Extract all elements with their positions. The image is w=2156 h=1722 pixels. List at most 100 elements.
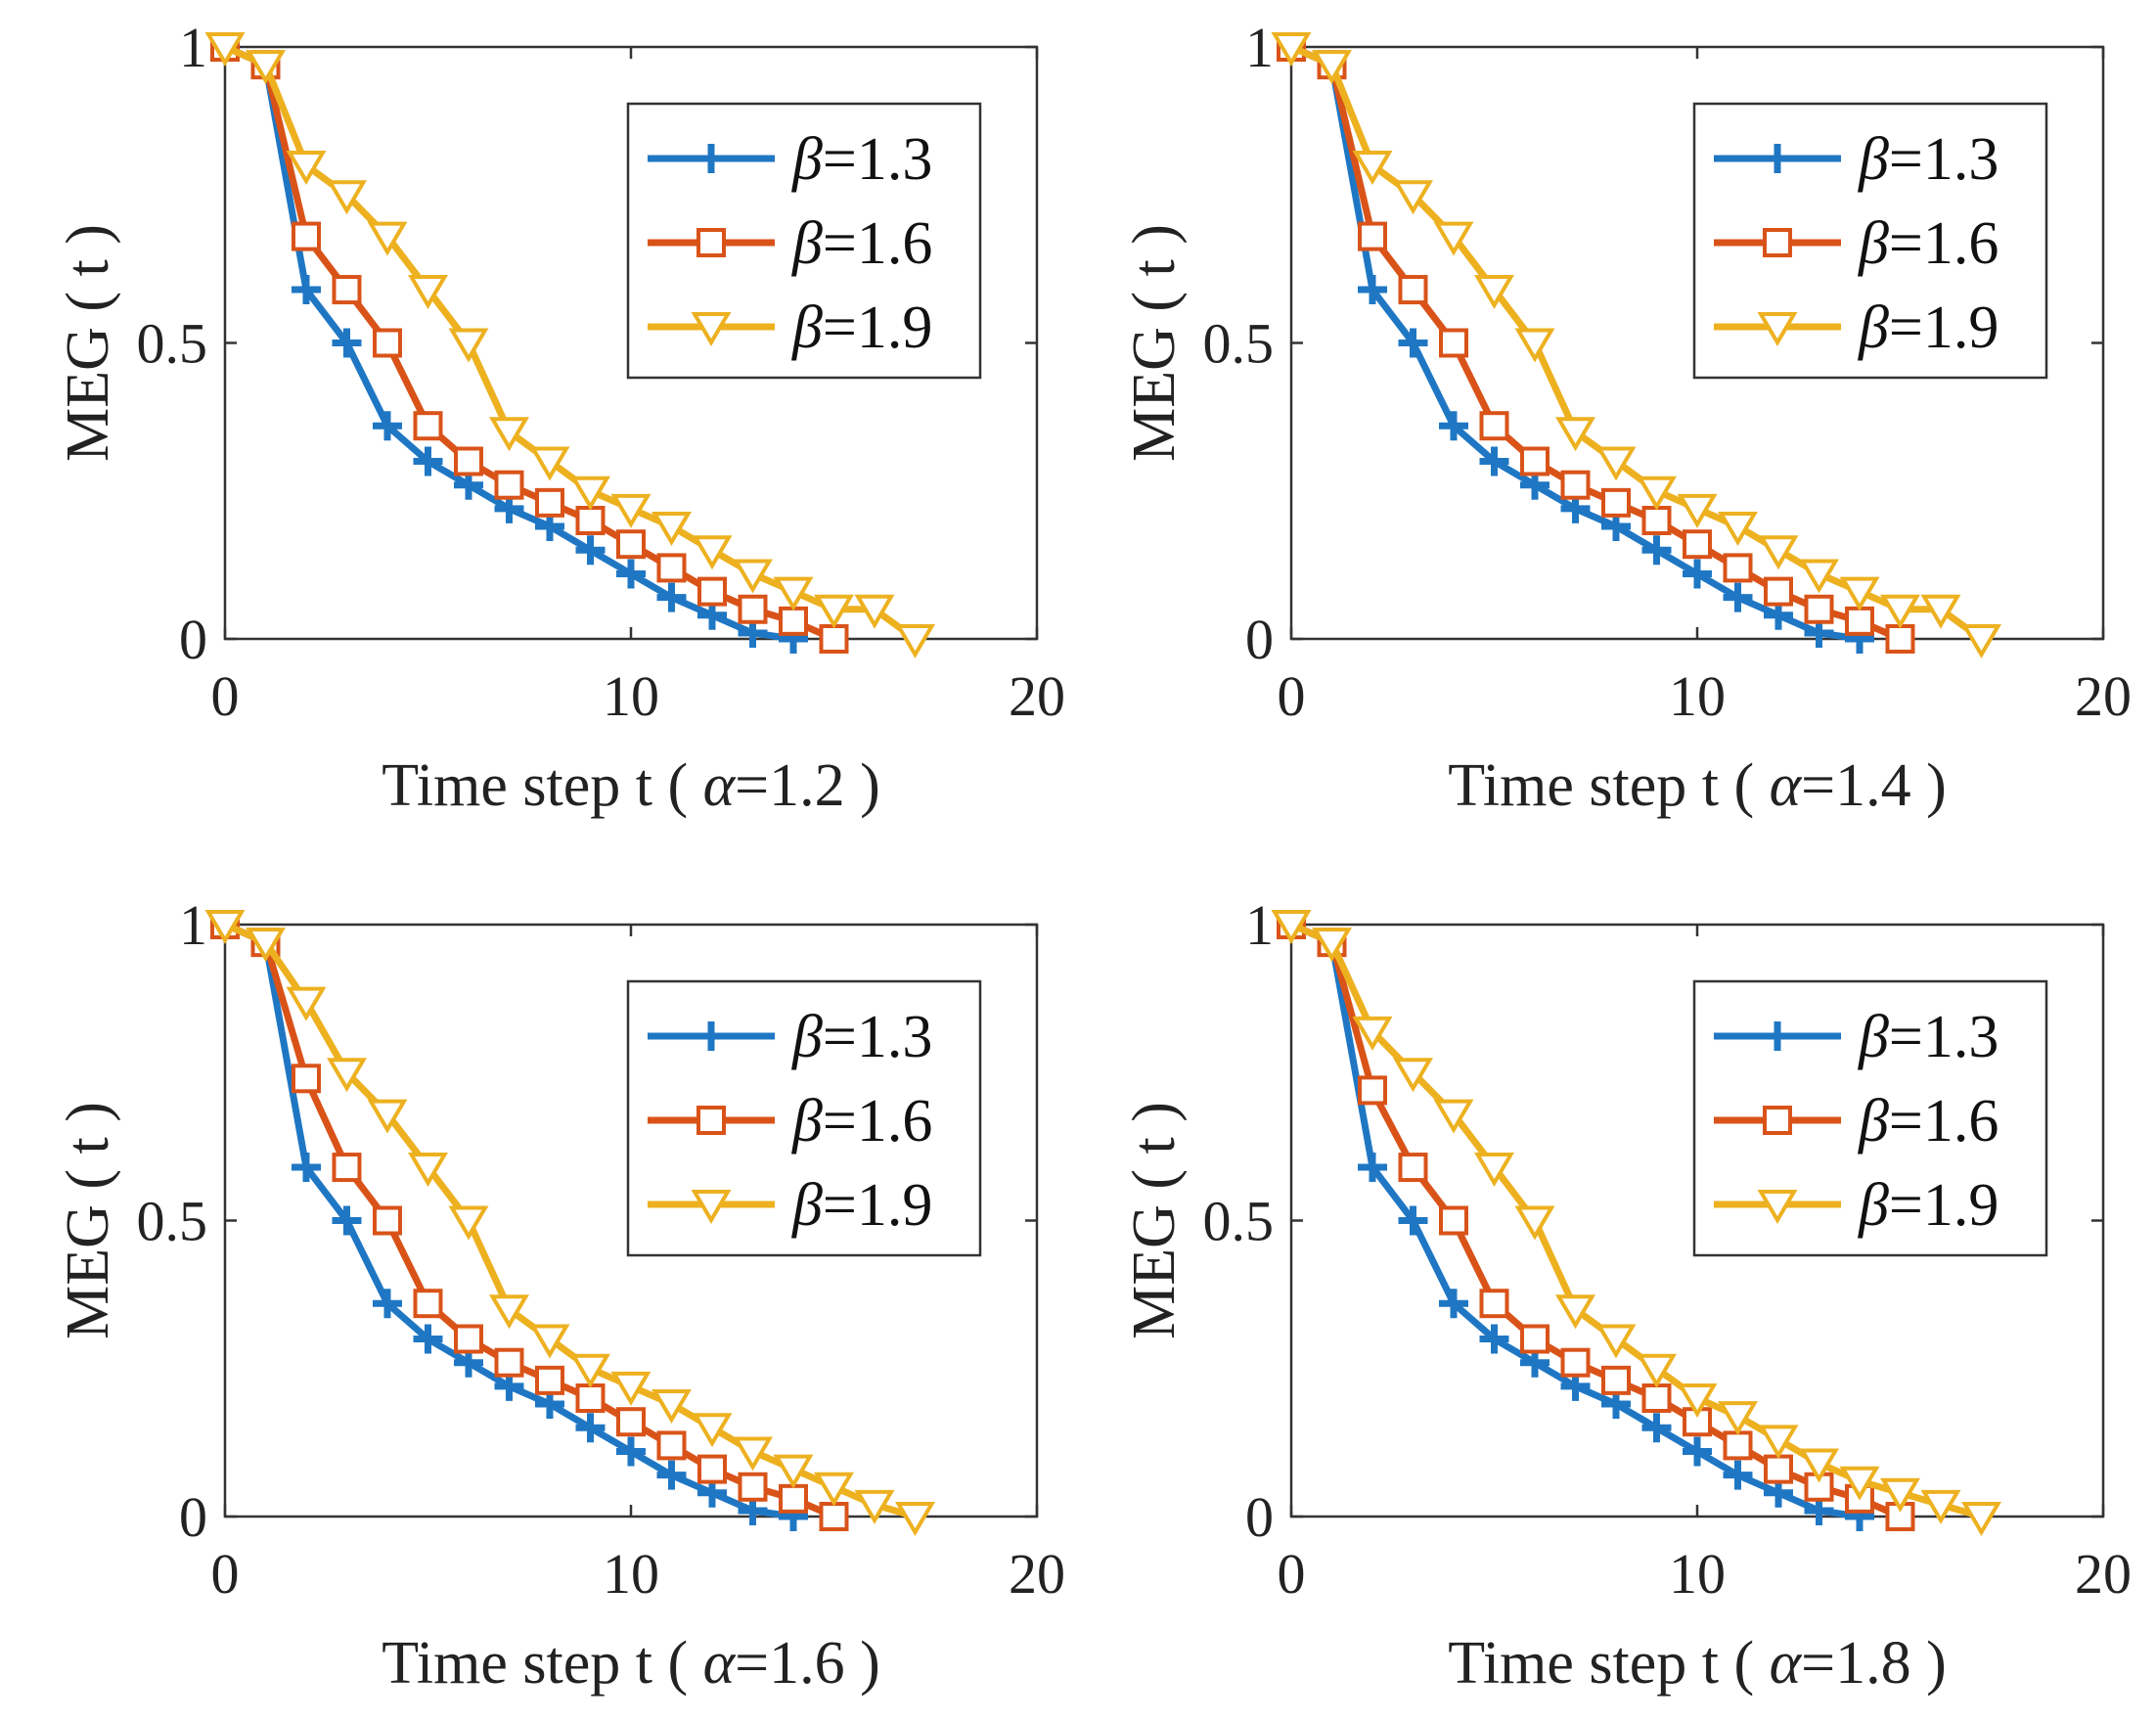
x-axis-title-prefix: Time step t ( (1448, 752, 1769, 819)
data-point-series-1 (656, 582, 687, 612)
y-tick-label: 1 (179, 16, 207, 79)
data-point-series-3 (1271, 32, 1312, 67)
data-point-series-3 (327, 1058, 367, 1093)
legend: β=1.3β=1.6β=1.9 (1692, 979, 2048, 1257)
data-point-series-3 (1677, 1383, 1718, 1418)
chart-panel-2: 0 10 20 0 0.5 1 Time step t ( α=1.4 ) MEG ( t )… (1121, 16, 2132, 819)
series-3 (1271, 32, 2001, 658)
data-point-series-2 (1641, 506, 1672, 535)
data-point-series-2 (1764, 576, 1793, 607)
x-tick-label: 0 (1278, 664, 1306, 728)
data-point-series-3 (1312, 928, 1352, 963)
x-tick-label: 20 (2075, 664, 2132, 728)
data-point-series-3 (692, 535, 733, 570)
beta-symbol: β (791, 1088, 823, 1155)
data-point-series-2 (738, 1472, 768, 1502)
y-tick-label: 1 (179, 893, 207, 957)
data-point-series-2 (1479, 1289, 1509, 1319)
data-point-series-2 (1641, 1383, 1672, 1413)
beta-symbol: β (1858, 1004, 1889, 1070)
y-tick-label: 1 (1245, 893, 1274, 957)
data-point-series-2 (292, 221, 321, 251)
alpha-value: =1.2 (735, 752, 844, 819)
series-line-2 (1289, 921, 1902, 1520)
legend-marker (1757, 312, 1798, 346)
data-point-series-2 (697, 576, 727, 607)
data-point-series-2 (1398, 1153, 1428, 1183)
data-point-series-3 (1718, 1401, 1758, 1436)
legend-marker (696, 1106, 726, 1135)
x-axis-title-prefix: Time step t ( (382, 752, 702, 819)
data-point-series-3 (367, 1099, 408, 1134)
x-tick-label: 20 (1009, 1542, 1065, 1606)
beta-symbol: β (791, 295, 823, 361)
data-point-series-3 (1474, 275, 1514, 310)
data-point-series-3 (1637, 1353, 1677, 1388)
data-point-series-3 (1920, 594, 1961, 629)
chart-panel-4: 0 10 20 0 0.5 1 Time step t ( α=1.8 ) MEG ( t )… (1121, 893, 2132, 1697)
data-point-series-2 (1804, 594, 1834, 624)
legend-marker (696, 144, 726, 173)
data-point-series-3 (1961, 1502, 2001, 1536)
data-point-series-1 (1479, 1324, 1509, 1354)
data-point-series-3 (733, 559, 773, 594)
beta-symbol: β (791, 1004, 823, 1070)
data-point-series-3 (286, 986, 327, 1021)
data-point-series-1 (1358, 275, 1387, 305)
legend-label-1: β=1.3 (1858, 1004, 1999, 1070)
series-line-2 (1289, 43, 1902, 643)
data-point-series-3 (204, 32, 246, 67)
data-point-series-3 (1595, 446, 1637, 481)
alpha-value: =1.8 (1801, 1630, 1910, 1697)
beta-value: =1.6 (823, 210, 932, 277)
data-point-series-2 (1560, 470, 1591, 500)
beta-symbol: β (791, 1172, 823, 1239)
data-point-series-3 (1920, 1489, 1961, 1524)
data-point-series-2 (1439, 1205, 1468, 1236)
x-tick-label: 0 (211, 1542, 240, 1606)
data-point-series-3 (1271, 910, 1312, 944)
legend-marker (1763, 228, 1792, 257)
data-point-series-3 (1758, 535, 1799, 570)
x-tick-label: 0 (1278, 1542, 1306, 1606)
data-point-series-3 (1514, 328, 1555, 363)
data-point-series-2 (1683, 529, 1712, 560)
x-axis-title: Time step t ( α=1.6 ) (382, 1630, 880, 1697)
data-point-series-1 (332, 328, 362, 358)
data-point-series-3 (610, 493, 651, 528)
beta-value: =1.9 (823, 1172, 932, 1239)
data-point-series-1 (1439, 411, 1468, 441)
data-point-series-3 (814, 1472, 854, 1507)
data-point-series-3 (895, 624, 935, 658)
x-tick-label: 10 (1669, 664, 1726, 728)
alpha-symbol: α (703, 1630, 737, 1697)
data-point-series-3 (1474, 1153, 1514, 1188)
data-point-series-3 (1352, 1016, 1393, 1051)
data-point-series-3 (286, 151, 327, 185)
data-point-series-1 (292, 1153, 321, 1183)
data-point-series-1 (292, 275, 321, 305)
series-3 (204, 32, 935, 658)
data-point-series-3 (733, 1436, 773, 1472)
data-point-series-2 (1358, 1075, 1387, 1106)
legend-marker (696, 228, 726, 257)
data-point-series-3 (327, 180, 367, 215)
beta-symbol: β (1858, 1088, 1889, 1155)
data-point-series-2 (616, 1407, 646, 1437)
beta-symbol: β (791, 210, 823, 277)
data-point-series-3 (1514, 1205, 1555, 1241)
data-point-series-2 (575, 506, 606, 535)
data-point-series-1 (1398, 1205, 1428, 1236)
legend-marker (1763, 144, 1792, 173)
data-point-series-2 (494, 470, 524, 500)
data-point-series-1 (1641, 535, 1672, 566)
data-point-series-1 (616, 559, 646, 589)
data-point-series-3 (367, 221, 408, 256)
data-point-series-2 (779, 606, 808, 636)
data-point-series-2 (413, 411, 443, 441)
data-point-series-2 (656, 553, 687, 583)
data-point-series-1 (575, 535, 606, 566)
alpha-symbol: α (1770, 752, 1803, 819)
